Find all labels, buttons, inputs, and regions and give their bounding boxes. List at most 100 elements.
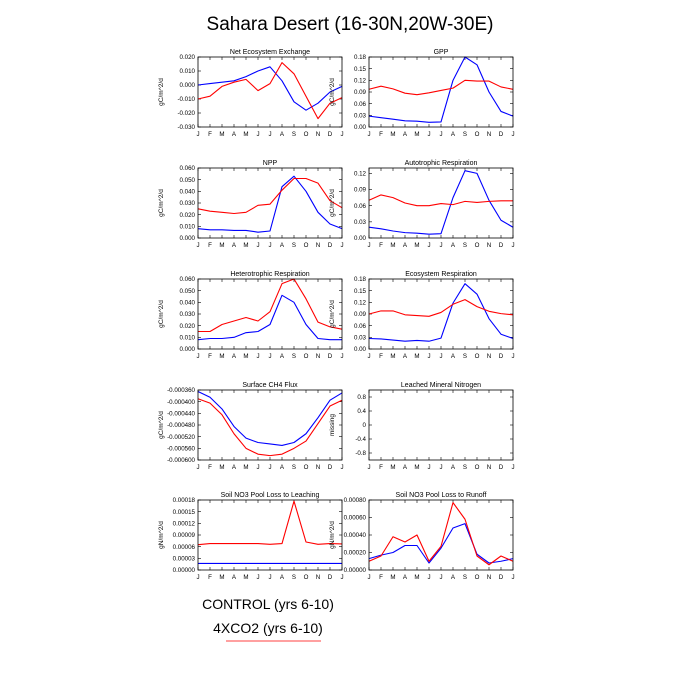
series-line-4xco2 <box>368 194 513 207</box>
y-tick-label: -0.000440 <box>167 411 195 418</box>
y-tick-label: 0.09 <box>354 187 367 194</box>
y-tick-label: -0.000560 <box>167 446 195 453</box>
x-tick-label: M <box>390 574 395 581</box>
x-tick-label: O <box>475 464 480 471</box>
y-tick-label: 0.03 <box>354 335 367 342</box>
y-tick-label: 0.00000 <box>344 567 367 574</box>
x-tick-label: O <box>304 353 309 360</box>
x-tick-label: D <box>328 464 333 471</box>
x-tick-label: D <box>328 353 333 360</box>
y-axis-label: gN/m^2/d <box>329 521 336 549</box>
y-tick-label: -0.000480 <box>167 422 195 429</box>
figure-title: Sahara Desert (16-30N,20W-30E) <box>207 14 494 35</box>
x-tick-label: J <box>340 242 343 249</box>
x-tick-label: J <box>439 574 442 581</box>
y-tick-label: 0.050 <box>180 288 196 295</box>
series-line-control <box>197 175 343 233</box>
x-tick-label: M <box>243 464 248 471</box>
x-tick-label: A <box>280 574 285 581</box>
x-tick-label: J <box>439 242 442 249</box>
y-tick-label: 0.00003 <box>173 556 196 563</box>
x-tick-label: A <box>403 464 408 471</box>
y-tick-label: -0.000360 <box>167 387 195 394</box>
chart-panel: Ecosystem Respiration 0.18 0.15 0.12 0.09 0.0… <box>329 271 515 360</box>
series-line-control <box>368 170 514 235</box>
y-tick-label: 0.040 <box>180 189 196 196</box>
y-axis-label: gC/m^2/d <box>329 78 336 106</box>
y-tick-label: 0.03 <box>354 219 367 226</box>
x-tick-label: N <box>316 574 320 581</box>
x-tick-label: D <box>499 353 504 360</box>
x-tick-label: F <box>379 464 383 471</box>
y-tick-label: 0.010 <box>180 68 196 75</box>
x-tick-label: M <box>390 353 395 360</box>
x-tick-label: D <box>499 464 504 471</box>
x-tick-label: M <box>219 131 224 138</box>
y-tick-label: 0.010 <box>180 335 196 342</box>
x-tick-label: J <box>256 353 259 360</box>
series-line-4xco2 <box>197 500 343 546</box>
x-tick-label: A <box>451 242 456 249</box>
y-tick-label: 0.00012 <box>173 521 196 528</box>
series-line-4xco2 <box>197 177 343 215</box>
plot-frame <box>368 499 514 571</box>
y-tick-label: -0.010 <box>177 96 195 103</box>
x-tick-label: A <box>403 131 408 138</box>
x-tick-label: J <box>511 464 514 471</box>
series-line-4xco2 <box>368 502 514 566</box>
series-line-control <box>368 523 514 564</box>
x-tick-label: J <box>256 242 259 249</box>
x-tick-label: A <box>232 353 237 360</box>
panel-title: Autotrophic Respiration <box>405 160 478 167</box>
chart-panel: Net Ecosystem Exchange 0.020 0.010 0.000 -0.… <box>158 49 344 138</box>
y-tick-label: -0.4 <box>355 436 366 443</box>
panel-title: Net Ecosystem Exchange <box>230 49 310 56</box>
x-tick-label: S <box>292 131 296 138</box>
x-tick-label: O <box>475 242 480 249</box>
series-line-4xco2 <box>197 398 343 457</box>
x-tick-label: D <box>499 574 504 581</box>
y-tick-label: 0.00018 <box>173 497 196 504</box>
x-tick-label: N <box>487 131 491 138</box>
series-line-control <box>197 390 343 446</box>
y-tick-label: 0.00009 <box>173 532 196 539</box>
x-tick-label: M <box>219 464 224 471</box>
panel-title: Soil NO3 Pool Loss to Runoff <box>396 492 487 499</box>
x-tick-label: O <box>304 242 309 249</box>
x-tick-label: J <box>367 242 370 249</box>
x-tick-label: A <box>451 464 456 471</box>
y-tick-label: 0.000 <box>180 346 196 353</box>
y-tick-label: -0.8 <box>355 450 366 457</box>
x-tick-label: O <box>304 464 309 471</box>
x-tick-label: O <box>475 131 480 138</box>
x-tick-label: F <box>379 353 383 360</box>
x-tick-label: J <box>196 353 199 360</box>
x-tick-label: O <box>475 574 480 581</box>
x-tick-label: N <box>316 464 320 471</box>
y-tick-label: 0.020 <box>180 212 196 219</box>
panel-title: Soil NO3 Pool Loss to Leaching <box>221 492 320 499</box>
x-tick-label: J <box>367 353 370 360</box>
plot-frame <box>368 167 514 239</box>
x-tick-label: J <box>340 464 343 471</box>
plot-frame <box>197 167 343 239</box>
legend-label-4xco2: 4XCO2 (yrs 6-10) <box>213 620 323 636</box>
panel-title: Ecosystem Respiration <box>405 271 477 278</box>
x-tick-label: J <box>340 353 343 360</box>
x-tick-label: J <box>367 131 370 138</box>
x-tick-label: J <box>268 353 271 360</box>
y-tick-label: 0.030 <box>180 200 196 207</box>
x-tick-label: J <box>340 574 343 581</box>
y-tick-label: 0.000 <box>180 235 196 242</box>
x-tick-label: F <box>208 242 212 249</box>
x-tick-label: A <box>280 353 285 360</box>
y-tick-label: 0.00006 <box>173 544 196 551</box>
x-tick-label: A <box>403 574 408 581</box>
x-tick-label: M <box>414 242 419 249</box>
x-tick-label: J <box>367 574 370 581</box>
x-tick-label: S <box>463 242 467 249</box>
x-tick-label: S <box>463 353 467 360</box>
x-tick-label: S <box>292 574 296 581</box>
